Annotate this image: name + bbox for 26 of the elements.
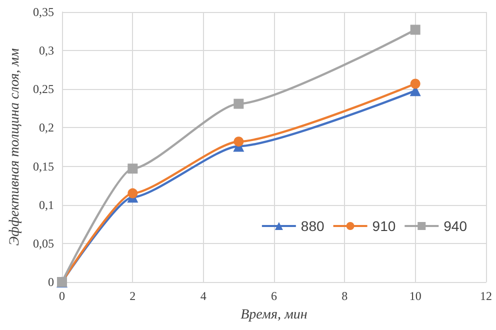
y-tick-label: 0,35 — [33, 5, 54, 19]
point — [234, 136, 244, 147]
y-tick-label: 0,15 — [33, 159, 54, 174]
legend-label: 880 — [300, 218, 324, 234]
y-tick-label: 0 — [48, 275, 54, 289]
y-tick-label: 0,1 — [39, 198, 54, 212]
x-tick-label: 4 — [200, 289, 206, 303]
point — [234, 98, 244, 109]
point — [128, 188, 138, 198]
y-axis-title: Эффективная толщина слоя, мм — [8, 48, 22, 246]
x-tick-label: 8 — [342, 289, 348, 303]
y-tick-label: 0,05 — [33, 236, 54, 250]
y-tick-label: 0,3 — [39, 44, 54, 58]
y-tick-label: 0,2 — [39, 120, 54, 135]
x-tick-label: 12 — [480, 289, 492, 303]
legend-label: 940 — [444, 218, 468, 234]
x-tick-label: 10 — [409, 289, 422, 303]
x-axis-title: Время, мин — [240, 308, 308, 322]
legend-label: 910 — [372, 218, 396, 234]
point — [410, 78, 420, 89]
point — [128, 164, 138, 174]
x-tick-label: 6 — [271, 289, 277, 303]
y-tick-label: 0,25 — [33, 82, 54, 96]
x-tick-label: 0 — [59, 289, 65, 303]
x-tick-label: 2 — [130, 289, 136, 303]
point — [410, 24, 420, 35]
